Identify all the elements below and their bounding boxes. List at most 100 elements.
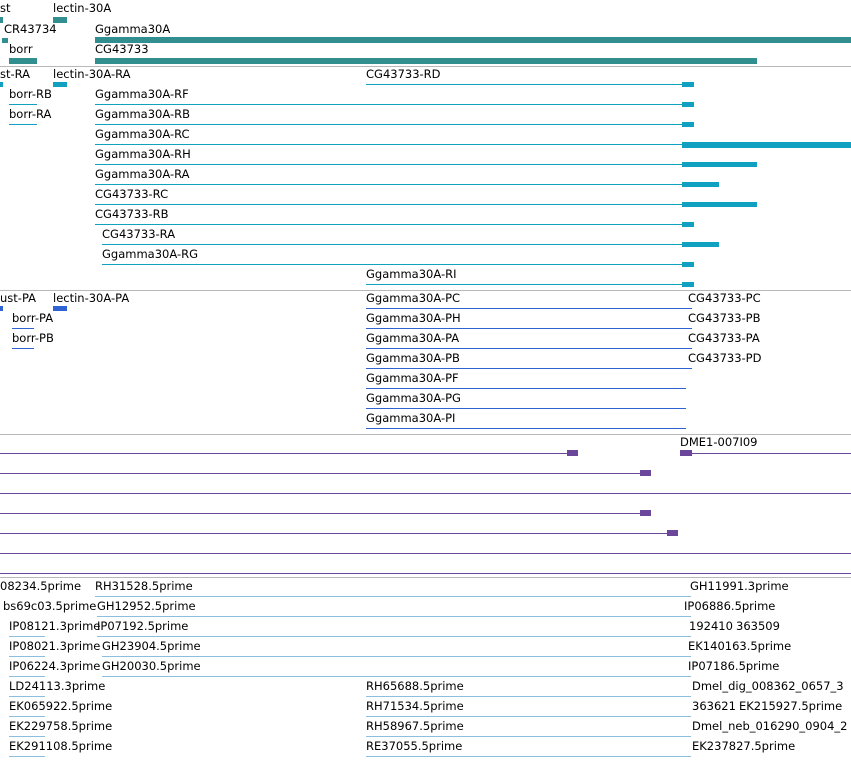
transcript-label[interactable]: Ggamma30A-RF [95,87,189,101]
transcript-feature[interactable] [682,282,694,287]
transcript-feature[interactable] [95,104,685,105]
protein-label[interactable]: Ggamma30A-PG [366,391,461,405]
est-label[interactable]: IP08121.3prime [9,619,101,633]
transcript-label[interactable]: st-RA [0,67,31,81]
protein-feature[interactable] [12,328,34,329]
est-label[interactable]: IP08021.3prime [9,639,101,653]
est-label[interactable]: Dmel_dig_008362_0657_3 [692,679,844,693]
transcript-label[interactable]: CG43733-RB [95,207,169,221]
transcript-label[interactable]: borr-RA [9,107,52,121]
gene-label[interactable]: borr [9,42,33,56]
est-label[interactable]: EK237827.5prime [692,739,796,753]
alignment-feature[interactable] [567,450,578,456]
transcript-feature[interactable] [95,204,685,205]
est-feature[interactable] [97,636,691,637]
protein-label[interactable]: CG43733-PD [688,351,762,365]
est-feature[interactable] [97,616,691,617]
gene-feature[interactable] [2,38,8,43]
transcript-label[interactable]: borr-RB [9,87,52,101]
gene-label[interactable]: Ggamma30A [95,22,171,36]
est-label[interactable]: RE37055.5prime [366,739,463,753]
protein-feature[interactable] [366,368,692,369]
transcript-feature[interactable] [682,102,694,107]
protein-label[interactable]: Ggamma30A-PF [366,371,459,385]
est-feature[interactable] [366,716,691,717]
est-label[interactable]: LD24113.3prime [9,679,106,693]
est-label[interactable]: GH20030.5prime [102,659,201,673]
protein-feature[interactable] [366,328,692,329]
transcript-label[interactable]: CG43733-RC [95,187,169,201]
protein-feature[interactable] [366,408,686,409]
transcript-feature[interactable] [102,244,686,245]
transcript-label[interactable]: Ggamma30A-RC [95,127,190,141]
est-feature[interactable] [9,716,45,717]
alignment-label[interactable]: DME1-007I09 [680,435,758,449]
est-feature[interactable] [9,756,45,757]
transcript-label[interactable]: CG43733-RD [366,67,441,81]
transcript-feature[interactable] [95,144,685,145]
est-label[interactable]: GH23904.5prime [102,639,201,653]
protein-label[interactable]: CG43733-PB [688,311,761,325]
est-label[interactable]: IP07186.5prime [688,659,780,673]
transcript-label[interactable]: Ggamma30A-RH [95,147,191,161]
transcript-label[interactable]: lectin-30A-RA [53,67,131,81]
protein-label[interactable]: CG43733-PA [688,331,760,345]
transcript-label[interactable]: Ggamma30A-RA [95,167,190,181]
est-label[interactable]: 363621 [692,699,736,713]
gene-feature[interactable] [53,17,67,23]
transcript-feature[interactable] [682,262,694,267]
est-label[interactable]: RH65688.5prime [366,679,464,693]
alignment-feature[interactable] [0,533,670,534]
protein-feature[interactable] [366,428,686,429]
transcript-feature[interactable] [102,264,686,265]
transcript-feature[interactable] [682,162,757,167]
gene-feature[interactable] [95,58,757,64]
est-label[interactable]: 363509 [736,619,780,633]
est-label[interactable]: Dmel_neb_016290_0904_2 [692,719,848,733]
est-label[interactable]: IP06886.5prime [684,599,776,613]
protein-label[interactable]: CG43733-PC [688,291,761,305]
transcript-label[interactable]: Ggamma30A-RI [366,267,457,281]
est-feature[interactable] [9,736,45,737]
gene-label[interactable]: st [0,1,11,15]
alignment-feature[interactable] [680,453,851,454]
protein-label[interactable]: borr-PB [12,331,54,345]
transcript-feature[interactable] [9,104,37,105]
est-label[interactable]: EK229758.5prime [9,719,113,733]
transcript-feature[interactable] [53,82,67,87]
transcript-feature[interactable] [682,202,757,207]
est-label[interactable]: IP07192.5prime [97,619,189,633]
est-feature[interactable] [102,656,691,657]
est-feature[interactable] [9,696,45,697]
protein-label[interactable]: Ggamma30A-PC [366,291,461,305]
transcript-feature[interactable] [682,242,719,247]
est-feature[interactable] [102,676,691,677]
est-label[interactable]: EK215927.5prime [739,699,843,713]
est-feature[interactable] [9,636,45,637]
protein-label[interactable]: ust-PA [0,291,37,305]
est-feature[interactable] [9,676,45,677]
gene-label[interactable]: CG43733 [95,42,149,56]
est-feature[interactable] [366,756,691,757]
alignment-feature[interactable] [0,553,851,554]
alignment-feature[interactable] [0,493,851,494]
gene-label[interactable]: CR43734 [4,22,57,36]
transcript-feature[interactable] [95,224,685,225]
alignment-feature[interactable] [640,510,651,516]
transcript-feature[interactable] [0,82,3,87]
est-feature[interactable] [366,696,691,697]
alignment-feature[interactable] [0,573,851,574]
alignment-feature[interactable] [667,530,678,536]
gene-label[interactable]: lectin-30A [53,1,112,15]
alignment-feature[interactable] [0,513,642,514]
alignment-feature[interactable] [0,473,642,474]
protein-feature[interactable] [366,348,692,349]
transcript-feature[interactable] [366,284,686,285]
est-label[interactable]: IP06224.3prime [9,659,101,673]
est-label[interactable]: EK140163.5prime [688,639,792,653]
transcript-feature[interactable] [366,84,686,85]
protein-feature[interactable] [0,306,3,311]
transcript-feature[interactable] [95,184,685,185]
transcript-feature[interactable] [9,124,37,125]
est-label[interactable]: GH12952.5prime [97,599,196,613]
